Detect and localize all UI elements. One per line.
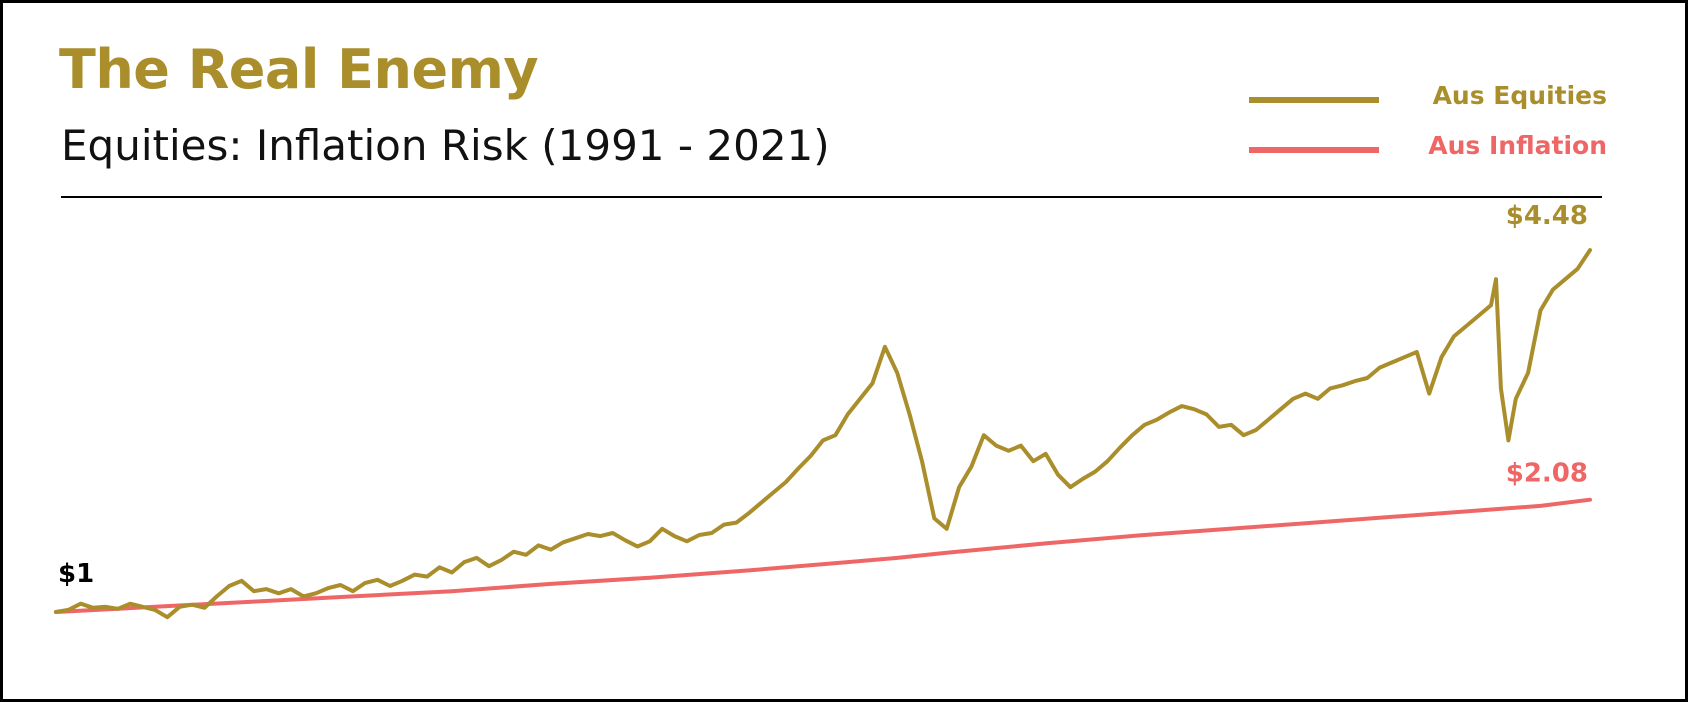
header-divider <box>61 196 1602 198</box>
end-value-label-equities: $4.48 <box>1506 201 1588 231</box>
chart-legend: Aus Equities Aus Inflation <box>1247 77 1607 167</box>
chart-subtitle: Equities: Inflation Risk (1991 - 2021) <box>61 121 830 170</box>
series-line-inflation <box>54 497 1592 614</box>
legend-item-inflation: Aus Inflation <box>1247 127 1607 167</box>
legend-label-inflation: Aus Inflation <box>1428 131 1607 160</box>
legend-swatch-inflation <box>1249 147 1379 153</box>
series-line-equities <box>54 248 1592 620</box>
end-value-label-inflation: $2.08 <box>1506 459 1588 489</box>
start-value-label: $1 <box>58 559 94 589</box>
legend-swatch-equities <box>1249 97 1379 103</box>
chart-title: The Real Enemy <box>59 38 539 101</box>
legend-label-equities: Aus Equities <box>1432 81 1607 110</box>
legend-item-equities: Aus Equities <box>1247 77 1607 117</box>
